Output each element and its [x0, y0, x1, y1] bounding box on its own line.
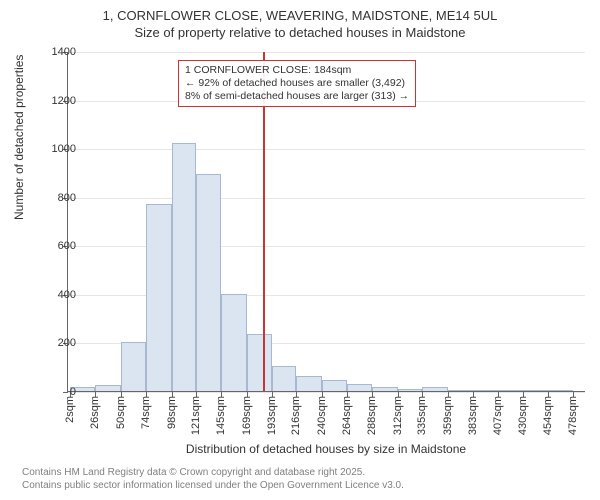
annotation-box: 1 CORNFLOWER CLOSE: 184sqm← 92% of detac… — [178, 60, 416, 107]
annotation-line: 1 CORNFLOWER CLOSE: 184sqm — [185, 64, 409, 77]
histogram-bar — [347, 384, 372, 391]
y-tick-label: 800 — [36, 192, 76, 204]
x-tick-label: 478sqm — [567, 396, 579, 435]
gridline — [68, 149, 585, 150]
x-tick-label: 383sqm — [467, 396, 479, 435]
y-tick-label: 400 — [36, 289, 76, 301]
footer-line1: Contains HM Land Registry data © Crown c… — [22, 467, 404, 480]
title-address: 1, CORNFLOWER CLOSE, WEAVERING, MAIDSTON… — [0, 8, 600, 25]
histogram-bar — [221, 294, 246, 391]
title-subtitle: Size of property relative to detached ho… — [0, 25, 600, 42]
histogram-bar — [196, 174, 221, 391]
y-tick-label: 200 — [36, 337, 76, 349]
histogram-bar — [498, 390, 522, 391]
x-tick-label: 430sqm — [517, 396, 529, 435]
x-tick-label: 74sqm — [140, 396, 152, 429]
x-tick-label: 193sqm — [266, 396, 278, 435]
gridline — [68, 52, 585, 53]
x-axis-title: Distribution of detached houses by size … — [67, 442, 585, 456]
chart-area: 2sqm26sqm50sqm74sqm98sqm121sqm145sqm169s… — [67, 52, 585, 392]
histogram-bar — [272, 366, 296, 392]
x-tick-label: 50sqm — [115, 396, 127, 429]
histogram-bar — [95, 385, 120, 391]
histogram-bar — [473, 390, 498, 391]
x-tick-label: 169sqm — [241, 396, 253, 435]
x-tick-label: 407sqm — [492, 396, 504, 435]
histogram-bar — [322, 380, 347, 391]
histogram-bar — [296, 376, 321, 391]
x-tick-label: 288sqm — [366, 396, 378, 435]
y-tick-label: 0 — [36, 386, 76, 398]
x-tick-label: 98sqm — [166, 396, 178, 429]
histogram-bar — [398, 389, 422, 391]
histogram-bar — [121, 342, 146, 391]
histogram-bar — [448, 390, 473, 391]
chart-titles: 1, CORNFLOWER CLOSE, WEAVERING, MAIDSTON… — [0, 0, 600, 42]
histogram-bar — [146, 204, 171, 391]
chart-container: 1, CORNFLOWER CLOSE, WEAVERING, MAIDSTON… — [0, 0, 600, 500]
y-axis-title: Number of detached properties — [12, 55, 26, 220]
x-tick-label: 335sqm — [416, 396, 428, 435]
x-tick-label: 145sqm — [215, 396, 227, 435]
x-tick-label: 312sqm — [392, 396, 404, 435]
gridline — [68, 198, 585, 199]
x-tick-label: 216sqm — [290, 396, 302, 435]
y-tick-label: 1400 — [36, 46, 76, 58]
histogram-bar — [172, 143, 196, 391]
x-tick-label: 264sqm — [341, 396, 353, 435]
histogram-bar — [422, 387, 447, 391]
histogram-bar — [247, 334, 272, 391]
annotation-line: ← 92% of detached houses are smaller (3,… — [185, 77, 409, 90]
y-tick-label: 1000 — [36, 143, 76, 155]
footer-attribution: Contains HM Land Registry data © Crown c… — [22, 467, 404, 492]
x-tick-label: 240sqm — [316, 396, 328, 435]
x-tick-label: 2sqm — [64, 396, 76, 423]
y-tick-label: 1200 — [36, 95, 76, 107]
histogram-bar — [548, 390, 573, 391]
x-tick-label: 359sqm — [442, 396, 454, 435]
x-tick-label: 121sqm — [190, 396, 202, 435]
histogram-bar — [523, 390, 548, 391]
x-tick-label: 454sqm — [542, 396, 554, 435]
annotation-line: 8% of semi-detached houses are larger (3… — [185, 90, 409, 103]
histogram-bar — [372, 387, 397, 391]
x-tick-label: 26sqm — [89, 396, 101, 429]
footer-line2: Contains public sector information licen… — [22, 480, 404, 493]
y-tick-label: 600 — [36, 240, 76, 252]
plot-region: 2sqm26sqm50sqm74sqm98sqm121sqm145sqm169s… — [67, 52, 585, 392]
